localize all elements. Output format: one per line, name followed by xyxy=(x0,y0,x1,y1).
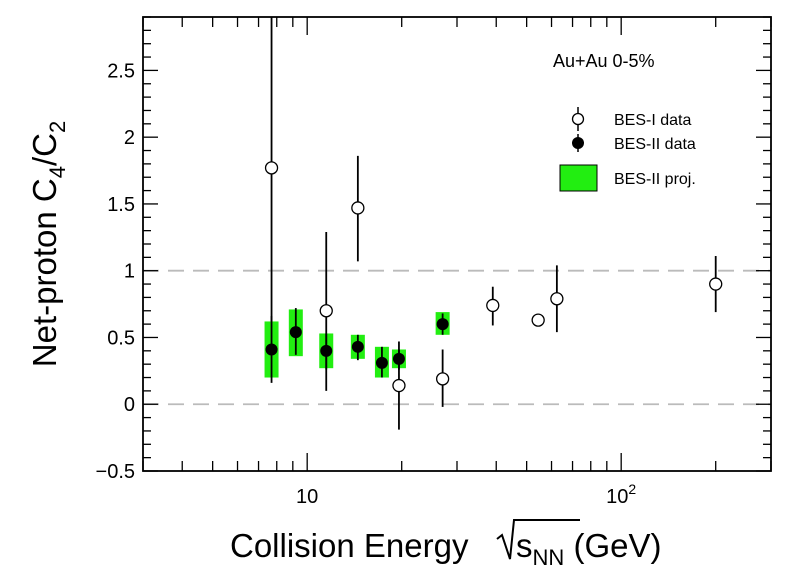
legend-entry-proj: BES-II proj. xyxy=(559,164,696,192)
data-point-bes2 xyxy=(375,356,388,369)
data-point-bes1 xyxy=(550,292,564,306)
data-point-bes1 xyxy=(351,201,365,215)
axis-tick-labels: −0.5 0 0.5 1 1.5 2 2.5 10 102 xyxy=(96,60,637,508)
reference-lines xyxy=(143,269,771,406)
legend: Au+Au 0-5% BES-I data BES-II data BES-II… xyxy=(553,51,696,192)
legend-label-proj: BES-II proj. xyxy=(614,171,696,188)
y-tick-label: 2.5 xyxy=(107,60,135,82)
y-axis-title: Net-proton C4/C2 xyxy=(26,121,70,367)
green-box-icon xyxy=(559,164,598,192)
data-point-bes1 xyxy=(709,277,723,291)
data-point-bes1 xyxy=(392,378,406,393)
plot-frame xyxy=(142,16,772,472)
data-point-bes2 xyxy=(320,344,333,357)
y-tick-label: −0.5 xyxy=(96,461,135,483)
legend-entry-bes1: BES-I data xyxy=(571,107,691,131)
y-tick-label: 1 xyxy=(124,261,135,283)
axis-ticks xyxy=(142,16,772,472)
data-markers xyxy=(264,161,723,393)
open-circle-icon xyxy=(571,112,585,126)
y-tick-label: 0.5 xyxy=(107,327,135,349)
error-bars xyxy=(270,17,717,430)
data-point-bes2 xyxy=(436,318,449,331)
data-point-bes1 xyxy=(264,161,279,175)
filled-circle-icon xyxy=(572,137,584,149)
data-point-bes2 xyxy=(351,340,364,353)
x-tick-label: 10 xyxy=(296,486,318,508)
y-tick-label: 0 xyxy=(124,394,135,416)
data-point-bes2 xyxy=(265,343,278,356)
y-axis-title-sub2: 2 xyxy=(45,121,70,133)
legend-entry-bes2: BES-II data xyxy=(572,134,696,153)
legend-label-bes2: BES-II data xyxy=(614,136,696,153)
y-tick-label: 2 xyxy=(124,127,135,149)
y-axis-title-mid: /C xyxy=(26,133,63,166)
data-point-bes1 xyxy=(319,304,333,318)
data-point-bes1 xyxy=(435,372,450,386)
y-axis-title-pre: Net-proton C xyxy=(26,178,63,367)
data-point-bes1 xyxy=(531,313,545,327)
x-axis-title: Collision Energy sNN (GeV) xyxy=(230,519,661,570)
sqrt-symbol-icon xyxy=(496,519,580,560)
legend-label-bes1: BES-I data xyxy=(614,112,691,129)
data-point-bes1 xyxy=(486,298,500,313)
y-axis-title-sub1: 4 xyxy=(45,166,70,178)
x-axis-title-main: Collision Energy xyxy=(230,527,469,564)
y-tick-label: 1.5 xyxy=(107,194,135,216)
x-axis-title-s: sNN (GeV) xyxy=(516,527,661,570)
x-tick-label: 102 xyxy=(606,481,636,508)
data-point-bes2 xyxy=(289,326,302,339)
legend-header: Au+Au 0-5% xyxy=(553,51,655,71)
data-point-bes2 xyxy=(392,352,405,365)
